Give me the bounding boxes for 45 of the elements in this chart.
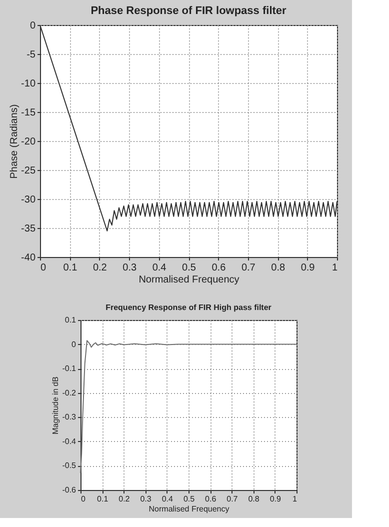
- x-tick-label: 0.9: [270, 494, 282, 504]
- x-tick-label: 0.3: [140, 494, 152, 504]
- y-tick-label: -0.2: [62, 388, 77, 398]
- y-tick-label: -5: [26, 50, 36, 60]
- x-tick-label: 0.8: [248, 494, 260, 504]
- x-tick-label: 0.8: [271, 262, 286, 274]
- x-tick-label: 0.1: [97, 494, 109, 504]
- chart-title: Frequency Response of FIR High pass filter: [106, 303, 272, 312]
- x-axis-title: Normalised Frequency: [138, 274, 240, 286]
- x-tick-label: 0.9: [300, 262, 316, 274]
- y-tick-label: -20: [21, 136, 36, 148]
- y-tick-label: -0.3: [62, 412, 77, 422]
- y-tick-label: -35: [21, 224, 36, 234]
- x-tick-label: 1: [332, 262, 338, 274]
- x-axis-title: Normalised Frequency: [148, 504, 230, 514]
- x-tick-label: 0.7: [241, 262, 256, 274]
- line-series: [80, 340, 297, 474]
- x-tick-label: 0.5: [182, 262, 196, 274]
- x-tick-label: 0.5: [183, 494, 196, 504]
- x-tick-label: 0.2: [118, 494, 130, 504]
- x-tick-label: 0.2: [92, 262, 108, 274]
- y-tick-label: 0.1: [64, 316, 77, 324]
- x-tick-label: 0.4: [162, 494, 174, 504]
- y-tick-label: 0: [30, 20, 36, 32]
- y-axis-title: Magnitude in dB: [51, 376, 60, 434]
- y-tick-label: -15: [21, 108, 36, 118]
- y-tick-label: -0.5: [62, 461, 77, 470]
- y-tick-label: -0.1: [62, 364, 77, 374]
- x-tick-label: 0.4: [152, 262, 167, 274]
- x-tick-label: 0: [81, 494, 86, 504]
- y-tick-label: -40: [21, 252, 36, 264]
- y-tick-label: -10: [21, 78, 36, 90]
- y-tick-label: -25: [21, 166, 36, 176]
- x-tick-label: 1: [292, 494, 298, 504]
- y-tick-label: -0.6: [62, 486, 77, 494]
- y-tick-label: 0: [72, 340, 77, 349]
- y-tick-label: -30: [21, 194, 36, 206]
- x-tick-label: 0.7: [226, 494, 238, 504]
- y-axis-title: Phase (Radians): [9, 104, 20, 179]
- x-tick-label: 0.6: [212, 262, 226, 274]
- y-tick-label: -0.4: [62, 436, 77, 446]
- x-tick-label: 0: [40, 262, 46, 274]
- x-tick-label: 0.6: [205, 494, 217, 504]
- chart-title: Phase Response of FIR lowpass filter: [90, 5, 288, 17]
- x-tick-label: 0.3: [122, 262, 137, 274]
